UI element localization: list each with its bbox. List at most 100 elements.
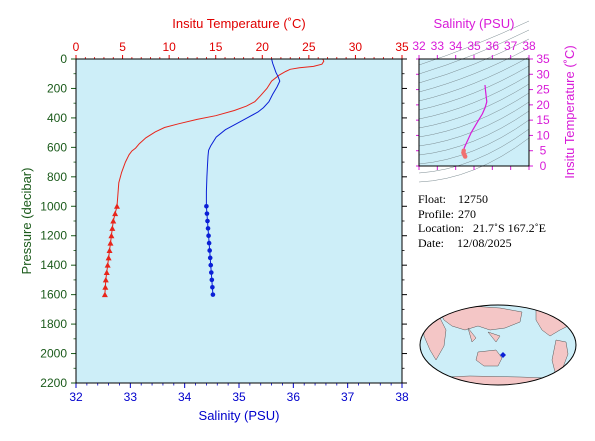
top-tick-label: 15 [209,40,223,54]
bottom-tick-label: 34 [178,390,192,404]
left-tick-label: 600 [47,140,67,154]
salinity-marker [207,248,212,253]
profile-plot: 0 5 10 15 20 25 30 35 32 33 34 35 36 37 38 0 200 400 600 80… [19,16,409,423]
profile-series [101,58,325,298]
bottom-tick-label: 35 [232,390,246,404]
ts-contour-line [418,92,530,138]
temperature-marker [113,203,120,209]
ts-contour-line [418,110,530,156]
left-tick-label: 0 [60,52,67,66]
profile-row: Profile: 270 [418,207,546,222]
temperature-marker [103,269,110,276]
ts-series [461,84,488,159]
salinity-marker [209,277,215,283]
ts-contour-line [418,29,530,75]
ts-top-tick-label: 38 [522,39,536,53]
land-south-asia [467,327,501,343]
left-tick-label: 1200 [40,229,67,243]
ts-right-tick-label: 5 [540,144,547,158]
temperature-marker [106,247,113,253]
ts-top-tick-label: 35 [467,39,481,53]
ts-density-contours [418,20,530,183]
land-australia [475,349,503,367]
ts-contour-line [418,101,530,147]
temperature-marker [109,225,116,231]
top-tick-label: 25 [302,40,316,54]
ts-plot-frame [418,58,530,167]
top-tick-label: 0 [73,40,80,54]
location-value: 21.7˚S 167.2˚E [473,221,546,235]
profile-axes-tick-labels: 0 5 10 15 20 25 30 35 32 33 34 35 36 37 38 0 200 400 600 80… [40,40,409,404]
temperature-marker [101,291,108,298]
left-tick-label: 200 [47,81,67,95]
left-tick-label: 2200 [40,376,67,390]
date-value: 12/08/2025 [457,235,512,250]
temperature-marker [102,284,109,290]
top-tick-label: 30 [349,40,363,54]
salinity-marker [206,233,211,239]
profile-label: Profile: [418,206,454,221]
top-tick-label: 35 [395,40,409,54]
ts-top-tick-label: 36 [486,39,500,53]
ts-right-tick-label: 15 [536,113,550,127]
salinity-marker [204,211,210,216]
ts-point [463,154,468,159]
salinity-marker [206,240,212,246]
ts-contour-line [418,65,530,111]
bottom-tick-label: 37 [341,390,355,404]
top-tick-label: 20 [256,40,270,54]
bottom-tick-label: 38 [395,390,409,404]
temperature-marker [107,240,114,246]
temperature-marker [108,232,115,239]
ts-top-tick-label: 33 [431,39,445,53]
salinity-marker [205,218,210,224]
left-axis-title: Pressure (decibar) [19,168,34,275]
ts-plot-area [419,59,529,166]
left-tick-label: 1000 [40,199,67,213]
world-map [419,304,577,386]
top-tick-label: 5 [119,40,126,54]
temperature-marker [105,254,112,261]
ts-right-tick-label: 20 [536,98,550,112]
salinity-marker [205,226,211,231]
salinity-marker [208,262,214,268]
top-tick-label: 10 [162,40,176,54]
bottom-tick-label: 33 [124,390,138,404]
bottom-axis-title: Salinity (PSU) [199,408,280,423]
date-label: Date: [418,235,444,250]
salinity-marker [210,284,215,290]
land-antarctica [420,375,576,385]
bottom-tick-label: 36 [287,390,301,404]
left-tick-label: 1600 [40,288,67,302]
float-label: Float: [418,192,447,206]
top-axis-title: Insitu Temperature (˚C) [172,16,305,31]
land-eurasia [439,305,523,331]
temperature-marker [110,218,117,224]
location-label: Location: [418,221,464,235]
ts-top-tick-label: 32 [412,39,426,53]
left-tick-label: 2000 [40,347,67,361]
ts-right-tick-label: 0 [540,159,547,173]
temperature-profile-line [116,58,325,207]
ts-right-tick-label: 30 [536,67,550,81]
map-outline [419,304,577,386]
profile-value: 270 [458,206,476,221]
ts-contour-line [418,56,530,102]
left-tick-label: 1800 [40,317,67,331]
salinity-marker [210,292,216,297]
float-value: 12750 [458,192,488,206]
ts-contour-line [418,38,530,84]
location-row: Location: 21.7˚S 167.2˚E [418,221,546,236]
salinity-profile-line [205,58,281,207]
ts-contour-line [418,74,530,120]
land-africa [422,317,447,361]
salinity-marker [208,270,214,275]
ts-top-axis-title: Salinity (PSU) [434,16,515,31]
ts-contour-line [418,47,530,93]
ts-right-tick-label: 10 [536,128,550,142]
float-location-marker [500,352,506,358]
left-tick-label: 400 [47,111,67,125]
ts-right-tick-label: 25 [536,83,550,97]
